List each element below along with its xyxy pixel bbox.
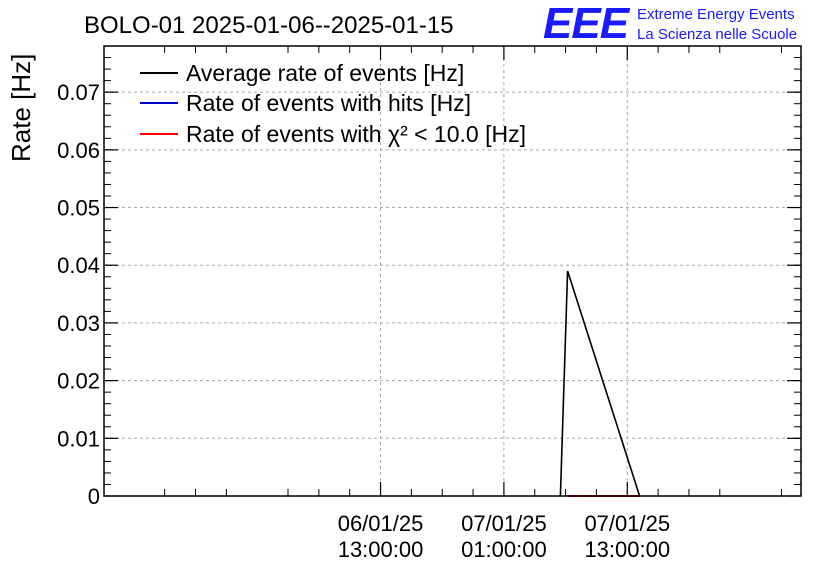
y-axis-label: Rate [Hz]: [6, 54, 36, 162]
plot-frame: [103, 45, 802, 497]
legend-entry-0: Average rate of events [Hz]: [186, 60, 464, 86]
axis-ticks: [104, 45, 801, 497]
chart-title: BOLO-01 2025-01-06--2025-01-15: [84, 12, 454, 39]
x-tick-time: 13:00:00: [338, 537, 424, 562]
y-tick-label: 0.05: [57, 196, 100, 221]
x-tick-labels: 06/01/2513:00:0007/01/2501:00:0007/01/25…: [338, 511, 670, 562]
logo-line2: La Scienza nelle Scuole: [637, 26, 797, 43]
y-tick-label: 0.07: [57, 80, 100, 105]
y-tick-label: 0.03: [57, 311, 100, 336]
series-line-0: [559, 270, 641, 497]
logo-letters: EEE: [543, 0, 631, 48]
legend-entry-1: Rate of events with hits [Hz]: [186, 90, 471, 116]
y-tick-label: 0.04: [57, 253, 100, 278]
x-tick-date: 07/01/25: [461, 511, 547, 536]
y-tick-labels: 0 0.01 0.02 0.03 0.04 0.05 0.06 0.07: [57, 80, 100, 509]
y-tick-label: 0.01: [57, 426, 100, 451]
x-tick-time: 01:00:00: [461, 537, 547, 562]
y-tick-label: 0.06: [57, 138, 100, 163]
grid: [104, 46, 801, 496]
x-tick-time: 13:00:00: [584, 537, 670, 562]
eee-logo: EEE Extreme Energy Events La Scienza nel…: [543, 0, 797, 48]
logo-line1: Extreme Energy Events: [637, 6, 795, 23]
x-tick-date: 07/01/25: [584, 511, 670, 536]
y-tick-label: 0: [88, 484, 100, 509]
x-tick-date: 06/01/25: [338, 511, 424, 536]
legend-entry-2: Rate of events with χ² < 10.0 [Hz]: [186, 121, 526, 147]
legend: Average rate of events [Hz] Rate of event…: [140, 60, 526, 147]
y-tick-label: 0.02: [57, 369, 100, 394]
